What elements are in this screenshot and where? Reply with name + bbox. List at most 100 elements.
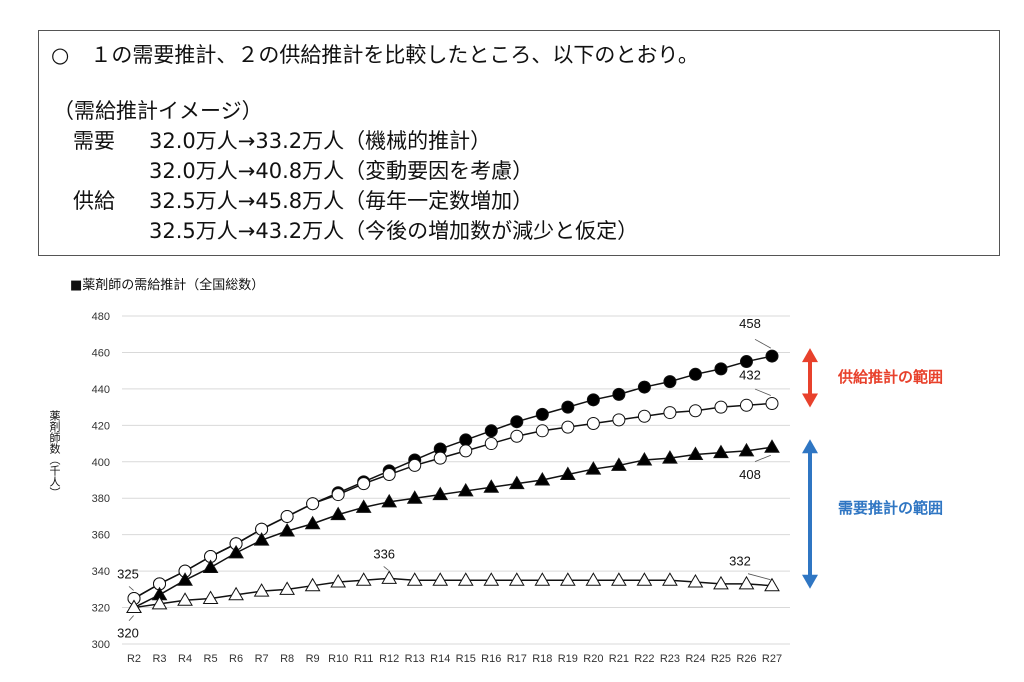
data-point bbox=[535, 424, 549, 438]
label-leader bbox=[747, 573, 771, 581]
x-tick-label: R10 bbox=[328, 653, 348, 665]
data-point bbox=[688, 404, 702, 418]
series-line bbox=[133, 577, 773, 609]
demand-range-label: 需要推計の範囲 bbox=[838, 499, 944, 517]
data-point bbox=[637, 409, 651, 423]
range-arrow-down-icon bbox=[802, 574, 818, 589]
chart-title: ■薬剤師の需給推計（全国総数） bbox=[70, 278, 265, 293]
x-tick-label: R16 bbox=[481, 653, 501, 665]
row-label: 供給 bbox=[73, 189, 115, 213]
y-tick-label: 440 bbox=[92, 384, 110, 396]
data-point bbox=[202, 590, 219, 604]
series-line bbox=[133, 355, 773, 600]
data-point bbox=[611, 457, 627, 471]
data-point bbox=[330, 506, 347, 521]
label-leader bbox=[383, 566, 389, 571]
x-tick-label: R13 bbox=[405, 653, 425, 665]
data-point bbox=[228, 544, 244, 559]
summary-intro: ○ １の需要推計、２の供給推計を比較したところ、以下のとおり。 bbox=[51, 43, 699, 67]
data-point bbox=[508, 475, 525, 490]
data-point bbox=[253, 583, 270, 597]
data-point bbox=[126, 599, 142, 614]
data-point bbox=[381, 493, 398, 508]
x-tick-label: R9 bbox=[306, 653, 320, 665]
x-tick-label: R27 bbox=[762, 653, 782, 665]
data-point bbox=[331, 488, 345, 502]
data-label: 332 bbox=[729, 554, 751, 569]
x-tick-label: R6 bbox=[229, 653, 243, 665]
x-tick-label: R7 bbox=[255, 653, 269, 665]
data-point bbox=[432, 572, 449, 586]
data-point bbox=[738, 442, 755, 457]
label-leader bbox=[754, 388, 771, 396]
data-point bbox=[457, 482, 474, 497]
data-point bbox=[177, 572, 193, 586]
row-label: 需要 bbox=[73, 129, 115, 153]
x-tick-label: R11 bbox=[354, 653, 373, 665]
data-point bbox=[714, 362, 728, 376]
data-point bbox=[306, 497, 320, 511]
y-axis-label: 薬剤師数（千人） bbox=[48, 410, 61, 498]
data-point bbox=[355, 499, 372, 513]
data-point bbox=[713, 575, 729, 590]
data-point bbox=[636, 451, 653, 466]
range-arrow-down-icon bbox=[802, 393, 818, 408]
data-point bbox=[561, 400, 575, 414]
data-point bbox=[662, 450, 678, 464]
data-point bbox=[459, 433, 473, 447]
data-point bbox=[406, 572, 423, 586]
x-tick-label: R21 bbox=[609, 653, 629, 665]
data-point bbox=[459, 444, 473, 458]
data-point bbox=[585, 461, 602, 475]
y-tick-label: 380 bbox=[92, 493, 110, 505]
data-point bbox=[713, 444, 729, 459]
data-point bbox=[636, 572, 653, 586]
data-label: 320 bbox=[117, 626, 139, 641]
x-tick-label: R20 bbox=[583, 653, 603, 665]
x-tick-label: R24 bbox=[685, 653, 705, 665]
supply-range-label: 供給推計の範囲 bbox=[838, 368, 944, 386]
data-point bbox=[559, 466, 576, 481]
data-point bbox=[510, 415, 524, 429]
data-point bbox=[408, 458, 422, 472]
data-label: 432 bbox=[739, 367, 761, 382]
data-point bbox=[483, 479, 500, 493]
data-label: 336 bbox=[373, 546, 395, 561]
data-point bbox=[739, 398, 753, 412]
y-tick-label: 460 bbox=[92, 347, 110, 359]
data-point bbox=[457, 572, 474, 586]
data-point bbox=[510, 429, 524, 443]
data-point bbox=[662, 572, 678, 586]
x-tick-label: R4 bbox=[178, 653, 192, 665]
x-tick-label: R2 bbox=[127, 653, 141, 665]
y-tick-label: 320 bbox=[92, 603, 110, 615]
data-point bbox=[612, 387, 626, 401]
summary-box: ○ １の需要推計、２の供給推計を比較したところ、以下のとおり。 （需給推計イメー… bbox=[38, 30, 1000, 256]
data-point bbox=[304, 515, 321, 530]
label-leader bbox=[754, 454, 771, 462]
row-value: 32.0万人→40.8万人（変動要因を考慮） bbox=[149, 159, 534, 183]
data-point bbox=[406, 490, 423, 504]
data-point bbox=[611, 572, 627, 586]
y-tick-label: 420 bbox=[92, 420, 110, 432]
data-point bbox=[738, 575, 755, 590]
data-point bbox=[382, 468, 396, 482]
x-tick-label: R23 bbox=[660, 653, 680, 665]
x-tick-label: R19 bbox=[558, 653, 578, 665]
data-point bbox=[279, 523, 295, 537]
data-point bbox=[484, 437, 498, 451]
data-point bbox=[561, 420, 575, 434]
data-point bbox=[585, 572, 602, 586]
data-point bbox=[151, 595, 168, 610]
x-tick-label: R3 bbox=[152, 653, 166, 665]
data-point bbox=[535, 407, 549, 421]
data-point bbox=[381, 570, 398, 584]
data-point bbox=[508, 572, 525, 586]
data-point bbox=[559, 572, 576, 586]
row-value: 32.5万人→45.8万人（毎年一定数増加） bbox=[149, 189, 534, 213]
data-point bbox=[534, 572, 551, 586]
data-point bbox=[330, 574, 347, 588]
data-point bbox=[253, 532, 270, 546]
data-point bbox=[202, 559, 219, 573]
